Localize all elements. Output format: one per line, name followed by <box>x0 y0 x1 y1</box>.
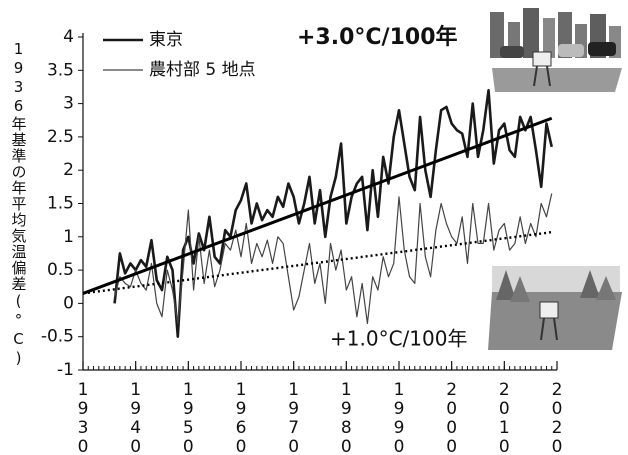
rural-illustration <box>488 266 622 350</box>
y-tick-label: 2.5 <box>47 127 74 147</box>
x-tick-label: 2020 <box>547 380 567 455</box>
y-axis-label: 1936年基準の年平均気温偏差(°C) <box>10 40 28 368</box>
trend-line <box>83 118 552 293</box>
x-tick-label: 1950 <box>178 380 198 455</box>
y-tick-label: -1 <box>57 360 74 380</box>
x-tick-label: 1960 <box>231 380 251 455</box>
x-tick-label: 1930 <box>73 380 93 455</box>
chart: 1936年基準の年平均気温偏差(°C) +3.0°C/100年 +1.0°C/1… <box>0 0 628 455</box>
y-tick-label: 1 <box>63 227 74 247</box>
y-tick-label: 3.5 <box>47 60 74 80</box>
y-tick-label: 4 <box>63 27 74 47</box>
annotation: +3.0°C/100年 <box>297 24 458 50</box>
x-tick-label: 1970 <box>284 380 304 455</box>
y-tick-label: 0 <box>63 293 74 313</box>
x-tick-label: 2000 <box>442 380 462 455</box>
x-tick-label: 1940 <box>126 380 146 455</box>
x-tick-label: 1990 <box>389 380 409 455</box>
y-tick-label: -0.5 <box>41 327 74 347</box>
y-tick-label: 1.5 <box>47 194 74 214</box>
x-tick-label: 2010 <box>494 380 514 455</box>
y-tick-label: 2 <box>63 160 74 180</box>
legend-label: 農村部 5 地点 <box>149 60 256 80</box>
legend-label: 東京 <box>149 30 183 50</box>
x-tick-label: 1980 <box>336 380 356 455</box>
annotation: +1.0°C/100年 <box>330 327 467 351</box>
y-tick-label: 3 <box>63 94 74 114</box>
y-tick-label: 0.5 <box>47 260 74 280</box>
city-illustration <box>490 8 622 92</box>
